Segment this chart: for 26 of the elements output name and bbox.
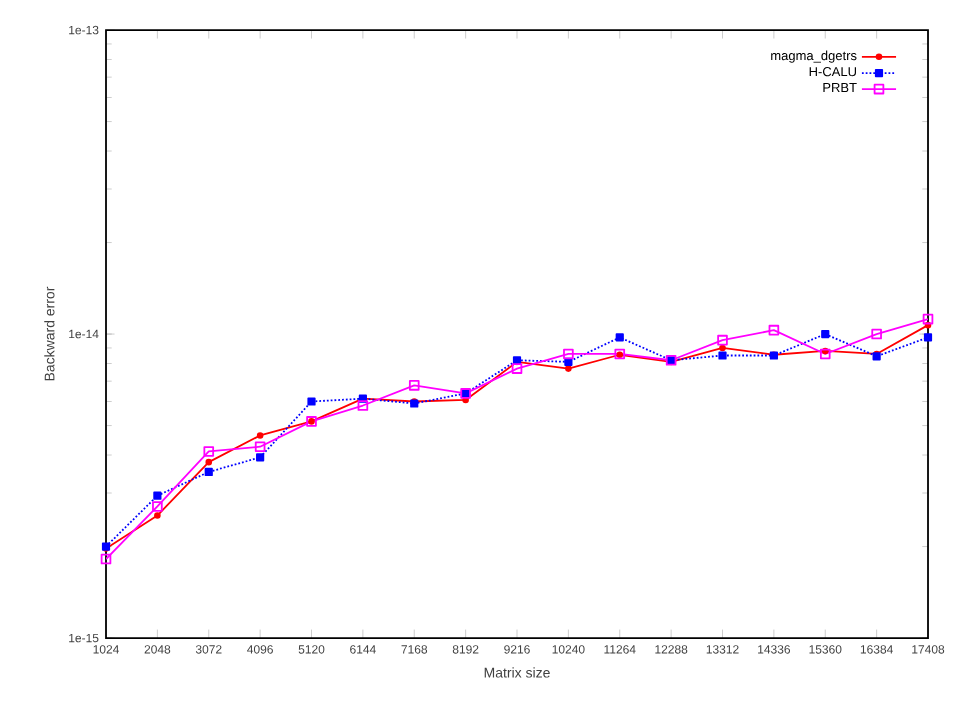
point — [511, 363, 523, 374]
point — [768, 324, 780, 336]
point — [819, 348, 831, 360]
point — [821, 329, 830, 339]
point — [204, 467, 213, 477]
point — [717, 334, 728, 346]
point — [357, 400, 369, 411]
point — [565, 365, 572, 372]
point — [871, 328, 882, 340]
point — [152, 501, 163, 512]
point — [254, 441, 266, 453]
point — [408, 380, 420, 391]
point — [718, 351, 727, 360]
point — [256, 453, 265, 462]
point — [923, 333, 933, 342]
point — [153, 491, 162, 500]
point — [719, 344, 726, 352]
point — [154, 512, 161, 519]
point — [563, 348, 574, 360]
point — [100, 553, 112, 565]
point — [307, 397, 316, 406]
point — [256, 432, 264, 439]
point — [922, 313, 934, 325]
point — [615, 333, 624, 342]
point — [205, 458, 213, 466]
point — [203, 446, 215, 457]
